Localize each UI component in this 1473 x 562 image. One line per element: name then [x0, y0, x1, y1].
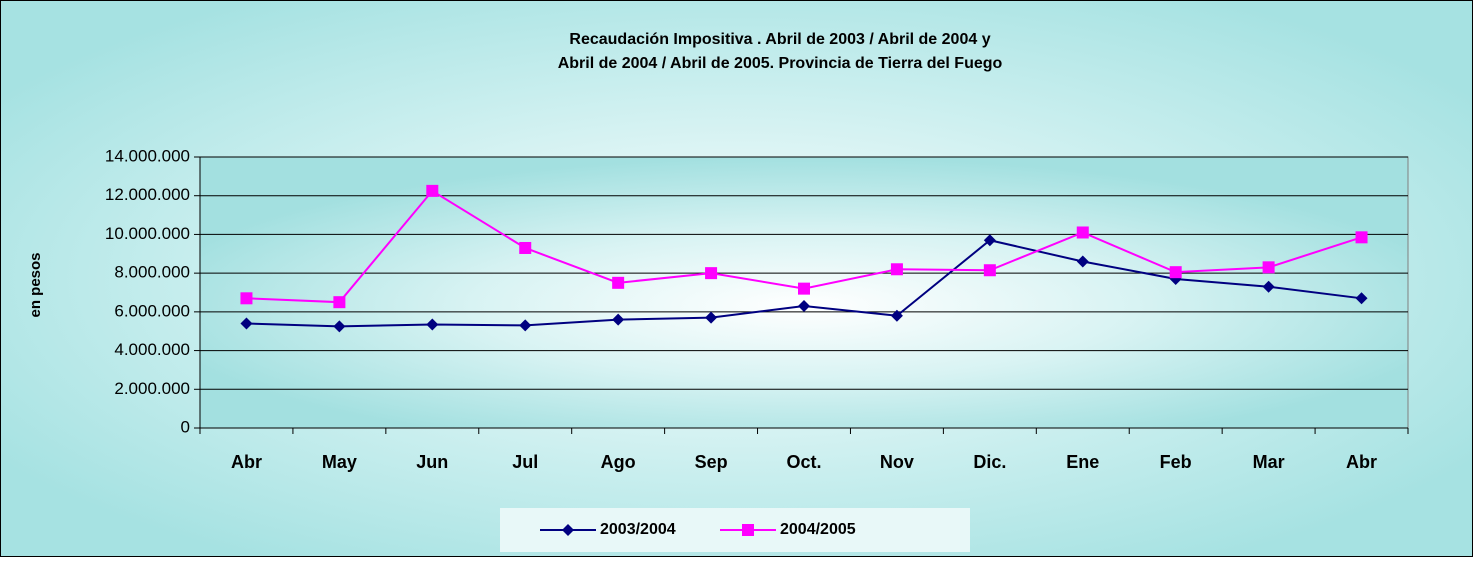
- point: [333, 320, 346, 333]
- chart-title: Recaudación Impositiva . Abril de 2003 /…: [569, 31, 990, 48]
- point: [1262, 280, 1275, 293]
- point: [612, 313, 625, 326]
- x-tick-label: Mar: [1253, 452, 1285, 472]
- y-tick-label: 8.000.000: [114, 263, 190, 282]
- x-tick-label: Nov: [880, 452, 914, 472]
- point: [426, 184, 439, 197]
- y-axis-label: en pesos: [27, 252, 44, 317]
- point: [333, 296, 346, 309]
- legend-label: 2003/2004: [600, 521, 676, 538]
- y-tick-label: 4.000.000: [114, 340, 190, 359]
- point: [1355, 292, 1368, 305]
- x-tick-label: Dic.: [973, 452, 1006, 472]
- point: [426, 318, 439, 331]
- y-tick-label: 2.000.000: [114, 379, 190, 398]
- point: [240, 292, 253, 305]
- point: [1262, 261, 1275, 274]
- point: [1076, 255, 1089, 268]
- x-tick-label: May: [322, 452, 357, 472]
- y-tick-label: 0: [181, 417, 190, 436]
- point: [798, 282, 810, 295]
- point: [562, 524, 574, 536]
- y-tick-label: 6.000.000: [114, 301, 190, 320]
- point: [1076, 226, 1089, 239]
- point: [1355, 231, 1368, 244]
- x-tick-label: Ene: [1066, 452, 1099, 472]
- point: [240, 317, 253, 330]
- x-tick-label: Oct.: [786, 452, 821, 472]
- point: [612, 276, 625, 289]
- x-tick-label: Jun: [416, 452, 448, 472]
- x-tick-label: Feb: [1160, 452, 1192, 472]
- legend-label: 2004/2005: [780, 521, 856, 538]
- y-tick-label: 12.000.000: [105, 185, 190, 204]
- point: [983, 264, 996, 277]
- point: [1169, 266, 1182, 279]
- point: [890, 309, 903, 322]
- point: [742, 524, 754, 536]
- x-tick-label: Abr: [1346, 452, 1377, 472]
- point: [890, 263, 903, 276]
- point: [519, 319, 532, 332]
- point: [798, 300, 810, 313]
- y-tick-label: 10.000.000: [105, 224, 190, 243]
- point: [983, 234, 996, 247]
- x-tick-label: Abr: [231, 452, 262, 472]
- y-tick-label: 14.000.000: [105, 146, 190, 165]
- point: [705, 311, 718, 324]
- x-tick-label: Jul: [512, 452, 538, 472]
- point: [705, 267, 718, 280]
- x-tick-label: Sep: [695, 452, 728, 472]
- x-tick-label: Ago: [601, 452, 636, 472]
- point: [519, 241, 532, 254]
- chart-title: Abril de 2004 / Abril de 2005. Provincia…: [558, 55, 1003, 72]
